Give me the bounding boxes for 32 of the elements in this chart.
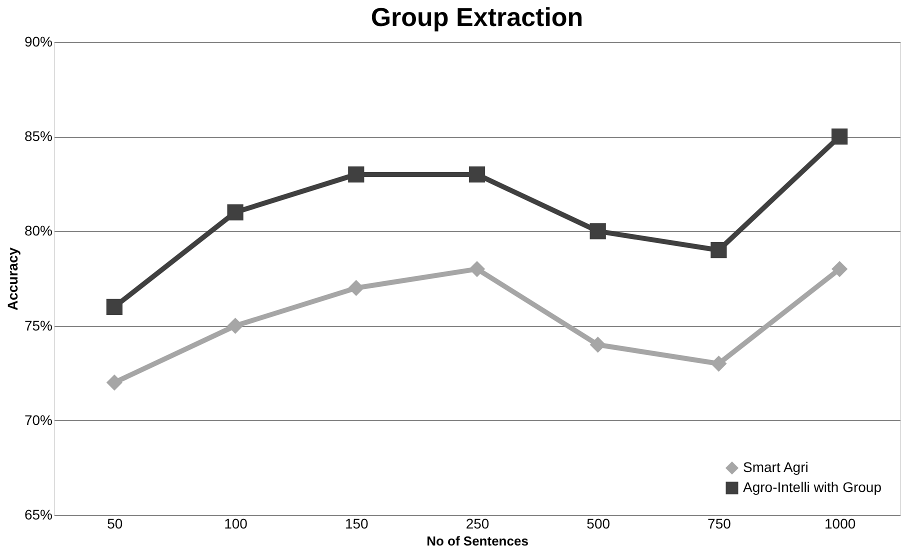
y-tick-label: 90% (24, 34, 52, 50)
x-tick-label: 250 (466, 516, 490, 532)
x-tick-label: 50 (107, 516, 123, 532)
legend-label: Agro-Intelli with Group (743, 479, 882, 495)
point (590, 223, 606, 240)
point (348, 166, 364, 183)
x-tick-label: 750 (708, 516, 732, 532)
chart-title: Group Extraction (370, 2, 584, 32)
point (106, 298, 122, 315)
point (590, 336, 606, 353)
point (348, 280, 364, 296)
y-tick-label: 65% (24, 506, 52, 522)
y-tick-label: 75% (24, 317, 52, 334)
y-axis-title: Accuracy (4, 247, 20, 311)
point (227, 318, 244, 334)
legend-label: Smart Agri (743, 459, 808, 475)
x-tick-label: 100 (224, 516, 248, 532)
x-tick-label: 150 (344, 516, 369, 532)
point (710, 356, 727, 372)
point (106, 374, 122, 391)
point (832, 260, 848, 278)
point (468, 260, 486, 278)
point (710, 242, 727, 258)
y-tick-label: 80% (24, 222, 52, 239)
x-tick-label: 1000 (824, 516, 856, 532)
x-tick-label: 500 (586, 516, 610, 532)
y-tick-label: 70% (24, 412, 52, 428)
point (227, 204, 244, 220)
y-tick-label: 85% (24, 128, 52, 144)
x-axis-title: No of Sentences (426, 534, 528, 548)
point (468, 166, 486, 183)
point (832, 128, 848, 145)
